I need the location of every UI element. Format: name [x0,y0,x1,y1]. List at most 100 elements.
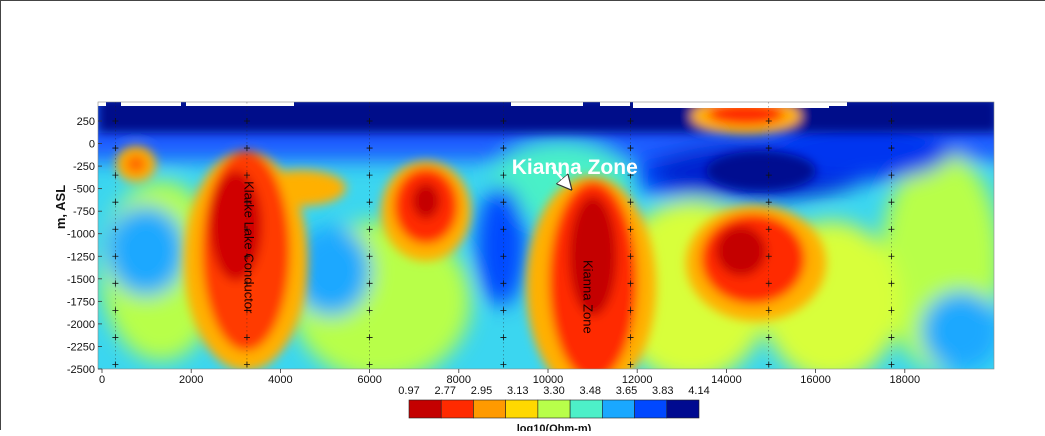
kianna-zone-arrow [551,166,570,188]
station-marker [627,199,634,206]
station-marker [765,280,772,287]
x-tick-label: 14000 [711,374,742,386]
station-marker [765,334,772,341]
station-marker [366,199,373,206]
colorbar-tick-label: 0.97 [398,385,419,397]
station-marker [366,118,373,124]
colorbar-tick-label: 3.30 [543,385,564,397]
station-marker [243,226,250,233]
station-marker [888,145,895,152]
station-marker [627,361,634,368]
station-marker [243,307,250,314]
colorbar-swatch [634,399,668,419]
station-marker [888,199,895,206]
x-tick-label: 18000 [890,374,921,386]
colorbar: 0.97 2.77 2.95 3.13 3.30 3.48 3.65 3.83 4.14 log… [398,385,709,435]
station-marker [627,172,634,179]
station-marker [112,307,119,314]
station-marker [888,307,895,314]
station-marker [112,334,119,341]
station-marker [243,361,250,368]
y-tick-label: -250 [73,161,95,173]
x-tick-label: 12000 [622,374,653,386]
station-marker [627,307,634,314]
station-marker [500,199,507,206]
plot-border [97,101,995,370]
y-tick-label: -750 [73,206,95,218]
station-marker [888,334,895,341]
station-marker [765,199,772,206]
station-marker [765,253,772,260]
station-marker [366,145,373,152]
station-marker [765,172,772,179]
colorbar-swatch [505,399,539,419]
station-marker [500,118,507,124]
x-tick-label: 2000 [179,374,203,386]
colorbar-swatch [602,399,635,419]
station-marker [243,199,250,206]
annotation-kianna-zone: Kianna Zone [581,260,596,334]
y-tick-label: -1250 [67,251,95,263]
colorbar-swatch [537,399,571,419]
station-marker [627,118,634,124]
station-marker [765,361,772,368]
station-marker [765,226,772,233]
station-marker [500,253,507,260]
station-marker [243,145,250,152]
x-tick-label: 6000 [357,374,381,386]
x-tick-label: 8000 [447,374,471,386]
station-marker [243,118,250,124]
station-marker [112,118,119,124]
colorbar-tick-label: 3.13 [507,385,528,397]
colorbar-swatch [408,399,442,419]
station-marker [627,334,634,341]
colorbar-tick-label: 2.95 [471,385,492,397]
station-marker [112,226,119,233]
y-tick-label: -2000 [67,319,95,331]
annotations: Kianna Zone Kianna Zone Klarke Lake Conduc… [242,156,638,334]
x-tick-label: 4000 [268,374,292,386]
station-marker [888,253,895,260]
station-marker [366,307,373,314]
colorbar-tick-label: 3.83 [652,385,673,397]
colorbar-swatch [473,399,506,419]
x-tick-label: 0 [99,374,105,386]
station-marker [112,172,119,179]
station-marker [366,172,373,179]
station-marker [888,361,895,368]
station-marker [112,280,119,287]
station-marker [627,280,634,287]
station-marker [500,334,507,341]
colorbar-swatch [440,399,474,419]
colorbar-tick-label: 4.14 [688,385,709,397]
station-marker [500,361,507,368]
station-marker [888,226,895,233]
station-marker [627,253,634,260]
station-marker [366,334,373,341]
station-marker [888,118,895,124]
station-marker [243,334,250,341]
station-marker [112,199,119,206]
station-marker [243,280,250,287]
y-tick-label: -500 [73,184,95,196]
colorbar-tick-label: 2.77 [435,385,456,397]
station-marker [366,226,373,233]
colorbar-tick-labels: 0.97 2.77 2.95 3.13 3.30 3.48 3.65 3.83 4.14 [398,385,709,397]
station-marker [500,172,507,179]
station-marker [243,172,250,179]
station-marker [627,226,634,233]
y-tick-label: 250 [77,116,95,128]
station-marker [366,361,373,368]
colorbar-tick-label: 3.65 [616,385,637,397]
x-axis: 0 2000 4000 6000 8000 10000 12000 14000 16000 180… [99,369,920,386]
station-marker [500,145,507,152]
y-tick-label: -2500 [67,364,95,376]
y-tick-label: -1750 [67,296,95,308]
station-marker [888,172,895,179]
resistivity-field [98,102,994,369]
station-marker [500,307,507,314]
station-marker [627,145,634,152]
station-marker [765,145,772,152]
y-tick-label: -1000 [67,229,95,241]
